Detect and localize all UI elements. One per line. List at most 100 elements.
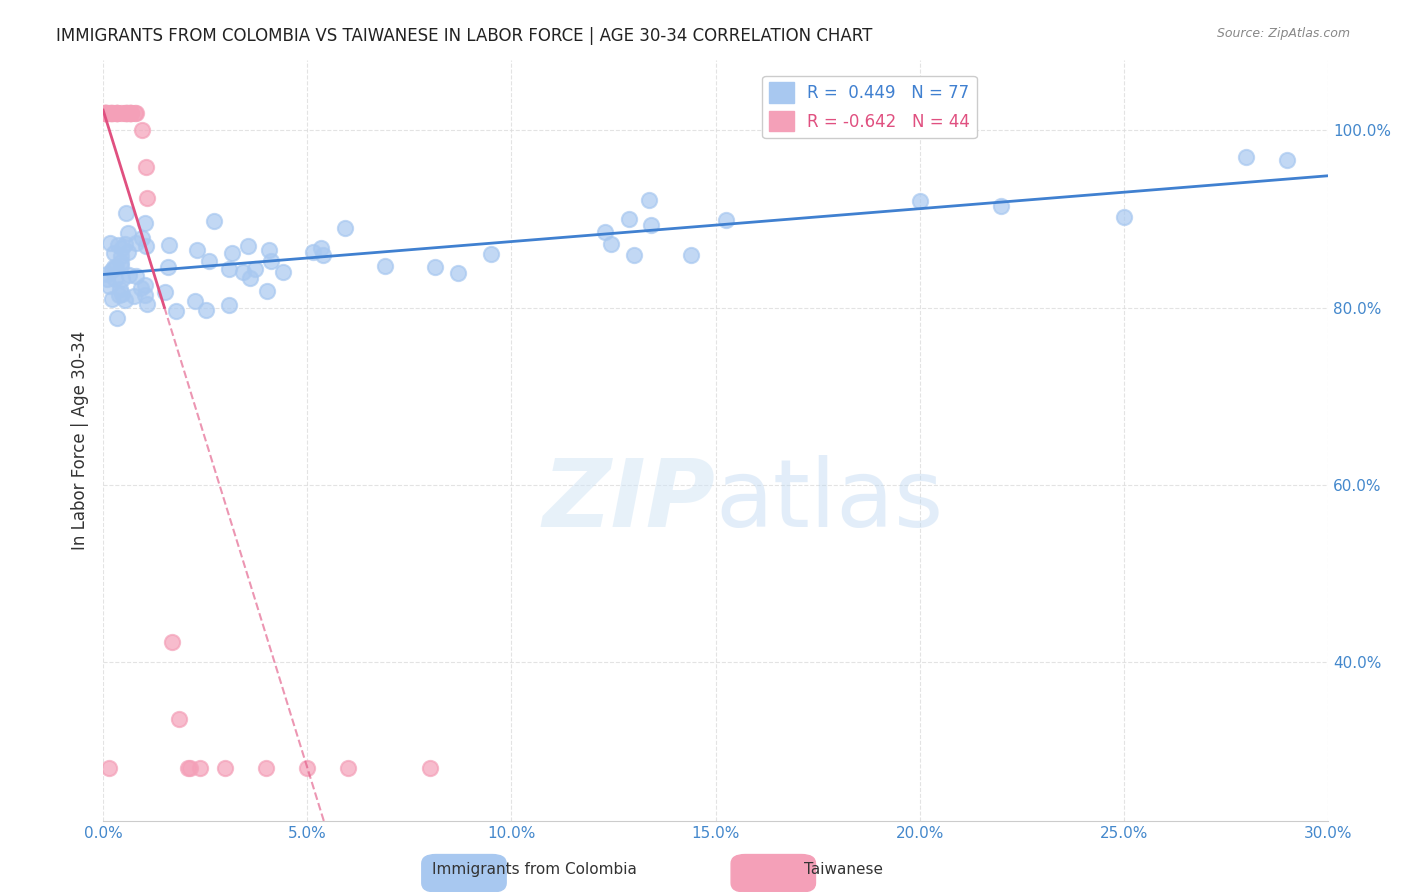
Point: [131, 123, 153, 137]
Point: [120, 105, 142, 120]
Point: [245, 262, 267, 277]
Point: [260, 254, 283, 268]
Point: [297, 761, 319, 775]
Point: [165, 303, 187, 318]
Point: [115, 105, 138, 120]
Point: [111, 272, 134, 286]
Point: [134, 216, 156, 230]
Point: [1277, 153, 1299, 168]
Point: [115, 205, 138, 219]
Text: Immigrants from Colombia: Immigrants from Colombia: [432, 863, 637, 877]
Point: [96, 105, 118, 120]
Point: [177, 761, 200, 775]
Point: [990, 198, 1012, 212]
Point: [114, 293, 136, 308]
Point: [98, 761, 121, 775]
Point: [195, 302, 218, 317]
Point: [108, 288, 131, 302]
Point: [134, 288, 156, 302]
Point: [188, 761, 211, 775]
Point: [117, 245, 139, 260]
Point: [115, 105, 138, 120]
Point: [120, 105, 142, 120]
Point: [96, 105, 118, 120]
Point: [186, 243, 208, 257]
Point: [111, 240, 134, 254]
Point: [110, 255, 132, 269]
Point: [681, 248, 703, 262]
Point: [94, 105, 117, 120]
Point: [257, 243, 280, 257]
Point: [153, 285, 176, 299]
Point: [105, 310, 128, 325]
Legend: R =  0.449   N = 77, R = -0.642   N = 44: R = 0.449 N = 77, R = -0.642 N = 44: [762, 76, 977, 138]
Point: [184, 294, 207, 309]
Point: [374, 259, 396, 273]
Point: [1112, 210, 1135, 224]
Point: [156, 260, 179, 274]
Point: [256, 284, 278, 298]
Point: [637, 193, 659, 207]
Point: [479, 247, 502, 261]
Text: Source: ZipAtlas.com: Source: ZipAtlas.com: [1216, 27, 1350, 40]
Point: [167, 712, 190, 726]
Point: [98, 236, 121, 251]
Point: [160, 635, 183, 649]
Point: [157, 238, 180, 252]
Point: [117, 226, 139, 240]
Point: [103, 105, 125, 120]
Point: [122, 289, 145, 303]
Point: [129, 280, 152, 294]
Point: [600, 237, 623, 252]
Point: [96, 271, 118, 285]
Point: [335, 221, 357, 235]
Point: [94, 105, 117, 120]
Point: [94, 105, 117, 120]
Point: [135, 297, 157, 311]
Point: [94, 105, 117, 120]
Point: [105, 105, 128, 120]
Point: [908, 194, 931, 209]
Point: [108, 282, 131, 296]
Point: [239, 271, 262, 285]
Point: [623, 248, 645, 262]
Point: [100, 292, 122, 306]
Point: [125, 236, 148, 251]
Point: [103, 246, 125, 260]
Point: [202, 214, 225, 228]
Point: [98, 105, 121, 120]
Y-axis label: In Labor Force | Age 30-34: In Labor Force | Age 30-34: [72, 331, 89, 550]
Point: [94, 105, 117, 120]
Point: [214, 761, 236, 775]
Point: [98, 279, 121, 293]
Point: [104, 260, 127, 274]
Point: [125, 269, 148, 284]
Point: [124, 105, 146, 120]
Point: [238, 238, 260, 252]
Point: [103, 260, 125, 274]
Point: [617, 212, 640, 227]
Point: [309, 241, 332, 255]
Point: [112, 105, 135, 120]
Point: [221, 245, 243, 260]
Point: [125, 105, 148, 120]
Point: [135, 239, 157, 253]
Point: [120, 105, 142, 120]
Point: [96, 267, 118, 281]
Point: [135, 160, 157, 174]
Point: [419, 761, 441, 775]
Point: [446, 266, 468, 280]
Text: IMMIGRANTS FROM COLOMBIA VS TAIWANESE IN LABOR FORCE | AGE 30-34 CORRELATION CHA: IMMIGRANTS FROM COLOMBIA VS TAIWANESE IN…: [56, 27, 873, 45]
Point: [115, 105, 138, 120]
Point: [110, 249, 132, 263]
Point: [100, 105, 122, 120]
Point: [716, 213, 738, 227]
Point: [110, 259, 132, 273]
Point: [110, 105, 132, 120]
Text: atlas: atlas: [716, 456, 943, 548]
Point: [179, 761, 201, 775]
Point: [301, 244, 323, 259]
Point: [110, 287, 132, 301]
Point: [312, 247, 335, 261]
Point: [134, 278, 156, 293]
